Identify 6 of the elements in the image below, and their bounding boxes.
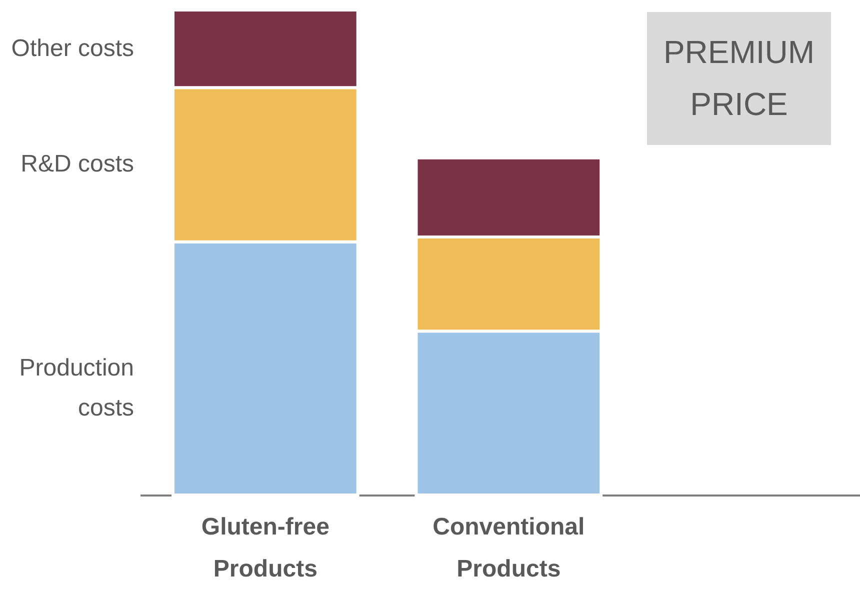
series-label: Other costs (11, 34, 134, 62)
x-tick-label: Conventional Products (432, 514, 585, 582)
text: PREMIUM PRICE (647, 12, 831, 145)
series-label: R&D costs (20, 150, 134, 178)
series-label: Production costs (19, 354, 134, 422)
x-tick-label: Gluten-free Products (201, 514, 330, 582)
